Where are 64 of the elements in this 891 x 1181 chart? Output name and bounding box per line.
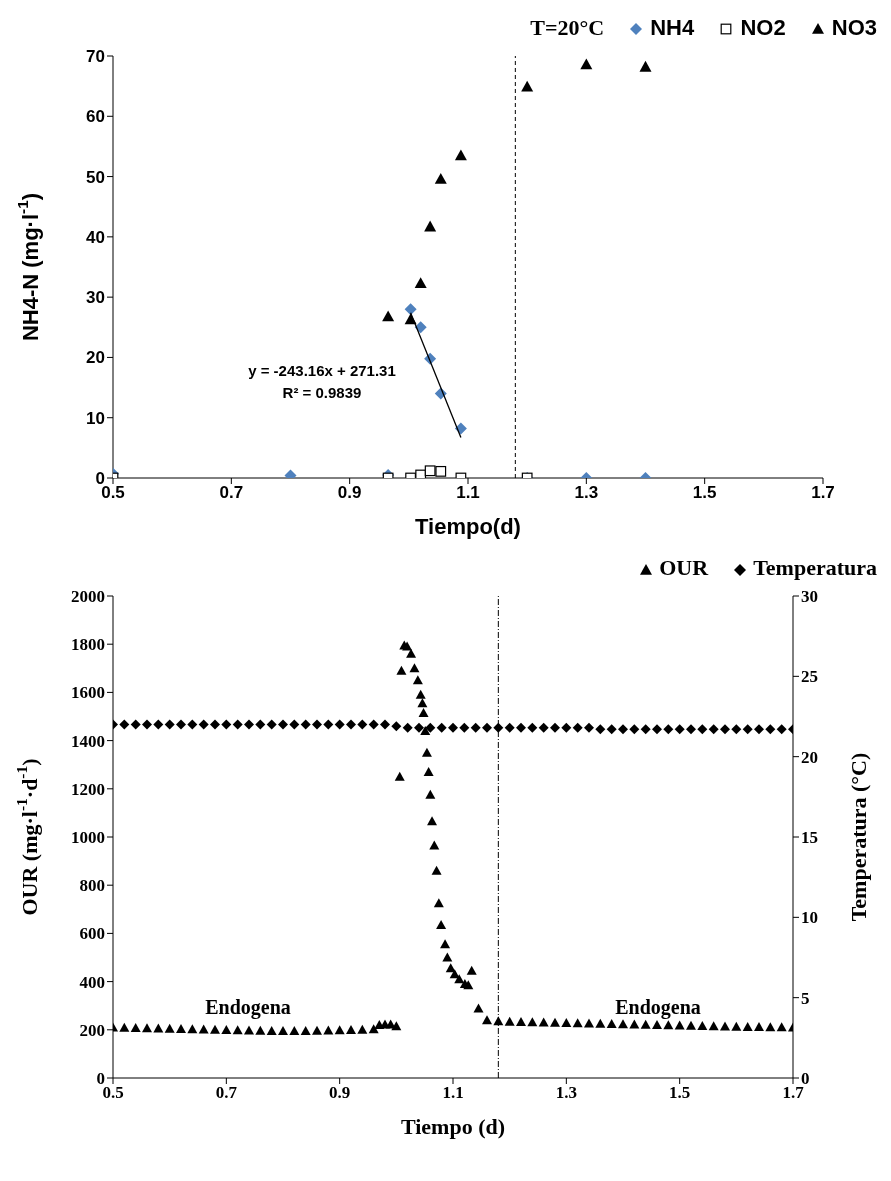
point (414, 277, 427, 289)
y2-tick-label: 20 (801, 747, 818, 767)
annotation: Endogena (613, 995, 703, 1019)
x-tick-label: 0.5 (102, 1083, 124, 1103)
x-tick-label: 0.7 (219, 483, 244, 503)
annotation: R² = 0.9839 (280, 384, 364, 402)
x-axis-title: Tiempo (d) (400, 1114, 506, 1139)
x-tick-label: 0.5 (101, 483, 125, 503)
annotation: Endogena (203, 995, 293, 1019)
legend-label: NO3 (830, 15, 877, 41)
y-tick-label: 400 (79, 972, 105, 992)
legend-label: NO2 (739, 15, 786, 41)
y-tick-label: 800 (79, 876, 105, 896)
x-tick-label: 1.3 (555, 1083, 577, 1103)
y-tick-label: 60 (86, 107, 105, 127)
point (435, 465, 447, 477)
point (521, 80, 534, 92)
y2-tick-label: 10 (801, 908, 818, 928)
y-tick-label: 600 (79, 924, 105, 944)
point (454, 149, 467, 161)
x-tick-label: 1.5 (669, 1083, 691, 1103)
x-tick-label: 1.3 (574, 483, 599, 503)
legend-label: NH4 (649, 15, 695, 41)
point (382, 310, 395, 322)
legend-label: OUR (658, 555, 709, 581)
annotation: y = -243.16x + 271.31 (246, 362, 398, 380)
y2-tick-label: 5 (801, 988, 810, 1008)
point (639, 60, 652, 72)
y-tick-label: 2000 (71, 587, 105, 607)
y-tick-label: 50 (86, 167, 105, 187)
point (404, 303, 417, 316)
legend-label: Temperatura (752, 555, 877, 581)
y-tick-label: 30 (86, 288, 105, 308)
y-tick-label: 1400 (71, 731, 105, 751)
point (424, 220, 437, 232)
x-tick-label: 1.7 (782, 1083, 805, 1103)
y-tick-label: 1600 (71, 683, 105, 703)
y2-axis-title: Temperatura (°C) (846, 752, 872, 922)
y-tick-label: 0 (96, 1069, 105, 1089)
point (415, 469, 427, 478)
point (414, 321, 427, 334)
point (434, 172, 447, 184)
y-tick-label: 1800 (71, 635, 105, 655)
x-tick-label: 0.9 (337, 483, 362, 503)
x-tick-label: 1.7 (811, 483, 835, 503)
y-tick-label: 1000 (71, 828, 105, 848)
y-tick-label: 40 (86, 227, 105, 247)
y2-tick-label: 25 (801, 667, 818, 687)
y-tick-label: 200 (79, 1020, 105, 1040)
y2-tick-label: 15 (801, 828, 818, 848)
point (580, 58, 593, 70)
y-tick-label: 10 (86, 408, 105, 428)
x-tick-label: 1.5 (692, 483, 717, 503)
y-tick-label: 20 (86, 348, 105, 368)
x-tick-label: 1.1 (456, 483, 480, 503)
x-tick-label: 0.9 (329, 1083, 351, 1103)
x-axis-title: Tiempo(d) (415, 514, 521, 539)
y-tick-label: 70 (86, 47, 105, 67)
x-tick-label: 1.1 (442, 1083, 464, 1103)
point (424, 465, 436, 477)
y-tick-label: 1200 (71, 779, 105, 799)
x-tick-label: 0.7 (215, 1083, 238, 1103)
y2-tick-label: 30 (801, 587, 818, 607)
chart-title: T=20°C (530, 15, 605, 41)
